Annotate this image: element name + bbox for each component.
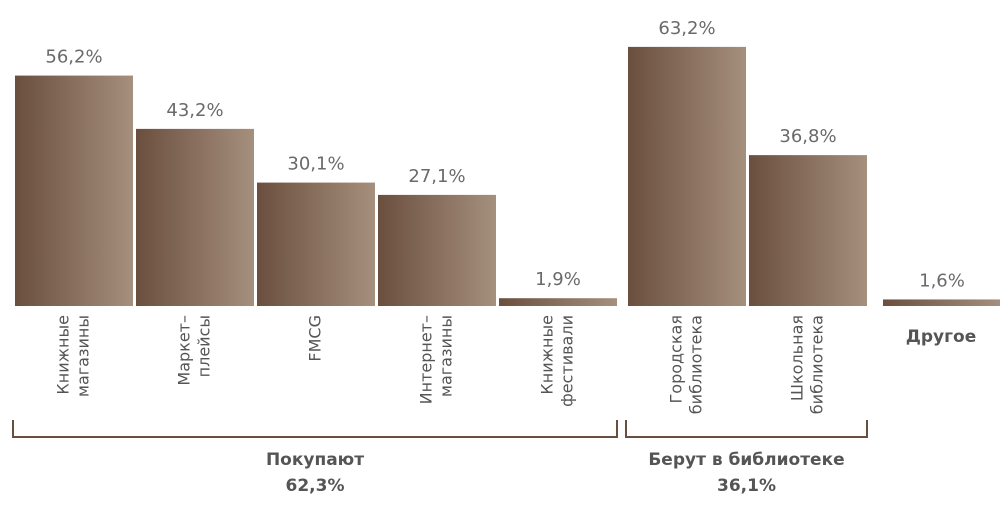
- bar: [883, 299, 1000, 306]
- group-name: Покупают: [266, 450, 364, 470]
- bar: [628, 46, 746, 306]
- category-label: плейсы: [195, 315, 214, 377]
- category-label: магазины: [74, 315, 93, 397]
- bar: [378, 194, 496, 306]
- category-label: Интернет–: [417, 315, 436, 404]
- category-label: фестивали: [558, 315, 577, 407]
- bar: [15, 75, 133, 306]
- category-label: Книжные: [538, 315, 557, 395]
- category-label: Книжные: [54, 315, 73, 395]
- bar: [257, 182, 375, 306]
- value-label: 56,2%: [45, 47, 102, 68]
- category-label: библиотека: [808, 315, 827, 414]
- value-label: 1,9%: [535, 269, 581, 290]
- category-label: Школьная: [788, 315, 807, 401]
- category-label: библиотека: [687, 315, 706, 414]
- bar: [499, 298, 617, 306]
- group-name: Берут в библиотеке: [648, 450, 844, 470]
- bar: [749, 155, 867, 306]
- category-label: FMCG: [306, 315, 325, 362]
- category-label: Городская: [667, 315, 686, 403]
- group-total: 62,3%: [286, 476, 345, 496]
- group-total: 36,1%: [717, 476, 776, 496]
- value-label: 30,1%: [287, 154, 344, 175]
- group-bracket: [625, 420, 868, 438]
- value-label: 36,8%: [779, 126, 836, 147]
- group-name: Другое: [906, 327, 976, 347]
- bar: [136, 128, 254, 306]
- value-label: 27,1%: [408, 166, 465, 187]
- category-label: Маркет–: [175, 315, 194, 386]
- value-label: 63,2%: [658, 18, 715, 39]
- group-bracket: [12, 420, 618, 438]
- value-label: 43,2%: [166, 100, 223, 121]
- category-label: магазины: [437, 315, 456, 397]
- value-label: 1,6%: [919, 270, 965, 291]
